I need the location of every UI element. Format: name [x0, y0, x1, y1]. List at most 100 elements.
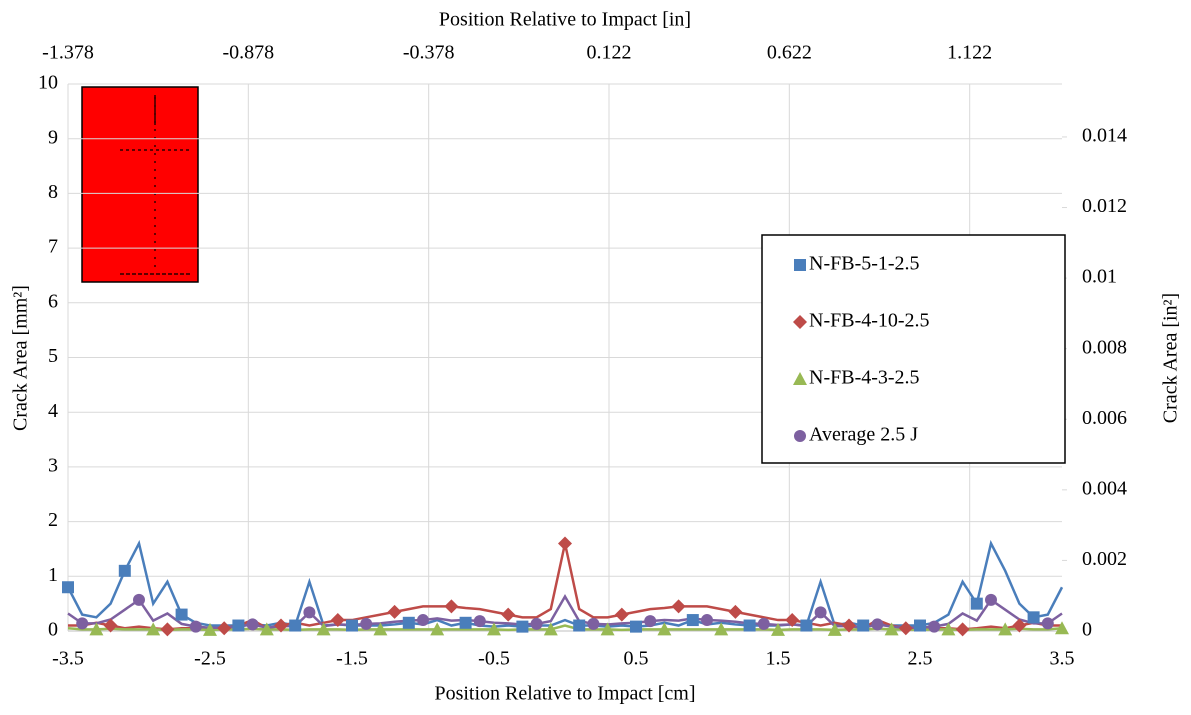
legend-marker [793, 315, 807, 329]
legend-label: N-FB-5-1-2.5 [809, 253, 920, 275]
marker [771, 622, 785, 636]
marker [303, 606, 316, 619]
marker [530, 617, 543, 630]
marker [118, 564, 131, 577]
y2-tick-label: 0.012 [1082, 195, 1127, 217]
marker [998, 622, 1013, 636]
marker [600, 622, 615, 636]
marker [898, 621, 913, 636]
marker [842, 618, 856, 633]
legend-marker [793, 372, 807, 385]
y2-tick-label: 0.006 [1082, 407, 1127, 429]
x2-axis-title: Position Relative to Impact [in] [439, 9, 691, 31]
legend-marker [794, 259, 806, 271]
marker [373, 622, 388, 636]
y-tick-label: 1 [48, 564, 58, 586]
marker [630, 620, 642, 633]
marker [614, 607, 629, 622]
marker [884, 622, 899, 636]
marker [970, 597, 983, 610]
x2-tick-label: 0.622 [767, 42, 812, 64]
x2-tick-label: -0.378 [403, 42, 455, 64]
marker [259, 622, 274, 636]
legend-label: N-FB-4-10-2.5 [809, 310, 930, 332]
marker [146, 622, 161, 636]
marker [232, 619, 245, 632]
marker [189, 620, 202, 633]
marker [217, 621, 232, 636]
marker [360, 617, 373, 630]
marker [573, 619, 586, 632]
series-line [66, 539, 1064, 628]
marker [430, 622, 445, 636]
marker [914, 619, 926, 632]
marker [487, 622, 501, 636]
marker [103, 618, 118, 633]
y2-tick-label: 0.014 [1082, 125, 1127, 147]
y-tick-label: 6 [48, 290, 58, 312]
x-axis-title: Position Relative to Impact [cm] [434, 683, 695, 705]
x-tick-label: -3.5 [52, 648, 84, 670]
y2-tick-label: 0.008 [1082, 336, 1127, 358]
marker [827, 622, 842, 636]
marker [516, 620, 529, 633]
marker [686, 614, 699, 627]
inset-image [81, 86, 199, 283]
marker [274, 618, 288, 633]
marker [800, 619, 813, 632]
marker [928, 620, 941, 633]
x2-tick-label: 1.122 [947, 42, 992, 64]
legend-box [761, 234, 1066, 464]
x2-tick-label: 0.122 [587, 42, 632, 64]
marker [543, 622, 558, 636]
y2-tick-label: 0 [1082, 619, 1092, 641]
marker [501, 607, 516, 622]
marker [444, 599, 459, 614]
marker [175, 608, 188, 621]
x-tick-label: 2.5 [908, 648, 933, 670]
legend-label: N-FB-4-3-2.5 [809, 367, 920, 389]
marker [857, 619, 870, 632]
y-tick-label: 9 [48, 126, 58, 148]
marker [657, 622, 672, 636]
marker [1041, 617, 1054, 630]
marker [814, 606, 827, 619]
marker [76, 617, 89, 630]
marker [728, 604, 743, 619]
x-tick-label: -2.5 [194, 648, 226, 670]
y2-tick-label: 0.01 [1082, 266, 1117, 288]
y-tick-label: 4 [48, 400, 58, 422]
x-tick-label: -0.5 [478, 648, 510, 670]
marker [417, 614, 429, 627]
y2-axis-title: Crack Area [in²] [1160, 293, 1182, 423]
marker [473, 615, 486, 628]
legend-label: Average 2.5 J [809, 424, 918, 446]
y-tick-label: 5 [48, 345, 58, 367]
marker [671, 599, 686, 614]
marker [316, 622, 331, 636]
marker [289, 619, 302, 632]
series-line [68, 543, 1062, 631]
marker [743, 619, 756, 632]
marker [701, 614, 713, 627]
marker [89, 622, 104, 636]
marker [955, 622, 970, 637]
marker [985, 593, 997, 606]
marker [203, 622, 217, 636]
y-tick-label: 8 [48, 181, 58, 203]
marker [346, 619, 358, 632]
marker [558, 536, 572, 551]
marker [459, 616, 472, 629]
x-tick-label: 1.5 [766, 648, 791, 670]
marker [1055, 621, 1069, 635]
marker [160, 622, 175, 637]
marker [941, 622, 956, 636]
legend-marker [794, 430, 806, 442]
x-tick-label: 3.5 [1050, 648, 1075, 670]
marker [1027, 611, 1040, 624]
y2-tick-label: 0.002 [1082, 548, 1127, 570]
marker [402, 616, 415, 629]
x2-tick-label: -1.378 [42, 42, 94, 64]
